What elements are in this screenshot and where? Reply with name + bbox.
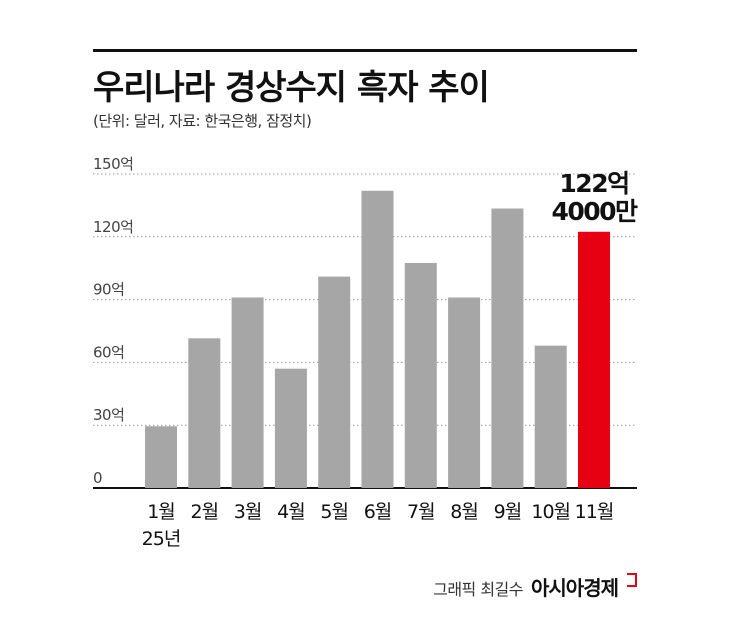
x-tick-label: 4월: [277, 501, 305, 523]
x-tick-label: 11월: [575, 501, 614, 523]
bar-1: [145, 426, 177, 488]
bar-5: [318, 276, 351, 488]
x-tick-label: 2월: [191, 501, 219, 523]
y-tick-label: 150억: [93, 155, 133, 173]
x-tick-label: 8월: [450, 501, 478, 523]
y-tick-label: 90억: [93, 281, 124, 299]
x-tick-label: 5월: [320, 501, 348, 523]
bar-2: [188, 338, 221, 488]
bar-4: [274, 368, 307, 488]
y-tick-label: 0: [93, 469, 102, 487]
data-label: 122억: [559, 169, 628, 198]
bar-9: [491, 208, 524, 489]
credit: 그래픽 최길수 아시아경제: [433, 572, 637, 601]
top-rule: [93, 49, 637, 52]
chart-title: 우리나라 경상수지 흑자 추이: [93, 68, 490, 108]
x-tick-label: 6월: [364, 501, 392, 523]
x-tick-label: 1월: [147, 501, 175, 523]
brand-mark-icon: [627, 573, 637, 587]
bar-6: [361, 190, 394, 488]
chart-subtitle: (단위: 달러, 자료: 한국은행, 잠정치): [93, 112, 312, 130]
brand-logo: 아시아경제: [531, 576, 619, 600]
x-tick-sublabel: 25년: [142, 528, 181, 550]
x-tick-label: 3월: [234, 501, 262, 523]
credit-label: 그래픽 최길수: [433, 580, 523, 599]
y-tick-label: 120억: [93, 218, 133, 236]
x-tick-label: 7월: [407, 501, 435, 523]
x-tick-label: 10월: [531, 501, 570, 523]
bar-7: [404, 262, 437, 488]
x-tick-label: 9월: [494, 501, 522, 523]
bar-11: [578, 231, 610, 488]
y-tick-label: 60억: [93, 343, 124, 361]
data-label: 4000만: [551, 197, 638, 226]
bar-10: [534, 345, 567, 488]
y-tick-label: 30억: [93, 406, 124, 424]
bar-8: [448, 297, 481, 488]
bar-3: [231, 297, 264, 488]
